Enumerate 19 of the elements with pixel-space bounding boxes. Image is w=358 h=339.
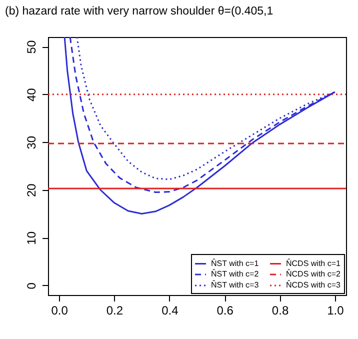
legend-label: N̂CDS with c=3: [286, 280, 342, 290]
y-tick-label: 50: [24, 40, 38, 54]
legend-label: N̂ST with c=3: [211, 280, 260, 290]
x-tick-label: 1.0: [327, 304, 344, 318]
x-tick-label: 0.8: [272, 304, 289, 318]
y-tick-label: 10: [24, 231, 38, 245]
chart-title: (b) hazard rate with very narrow shoulder θ=(0.405,1: [5, 6, 274, 18]
x-tick-label: 0.2: [106, 304, 124, 318]
x-tick-label: 0.0: [51, 304, 68, 318]
y-tick-label: 30: [24, 136, 38, 150]
y-tick-label: 40: [24, 88, 38, 102]
legend-label: N̂ST with c=1: [211, 258, 260, 268]
y-tick-label: 20: [24, 183, 38, 198]
y-tick-label: 0: [24, 282, 38, 290]
legend-label: N̂ST with c=2: [211, 269, 260, 278]
x-tick-label: 0.4: [162, 304, 179, 318]
legend-label: N̂CDS with c=1: [286, 258, 342, 268]
legend-label: N̂CDS with c=2: [286, 269, 342, 278]
x-tick-label: 0.6: [216, 304, 234, 318]
